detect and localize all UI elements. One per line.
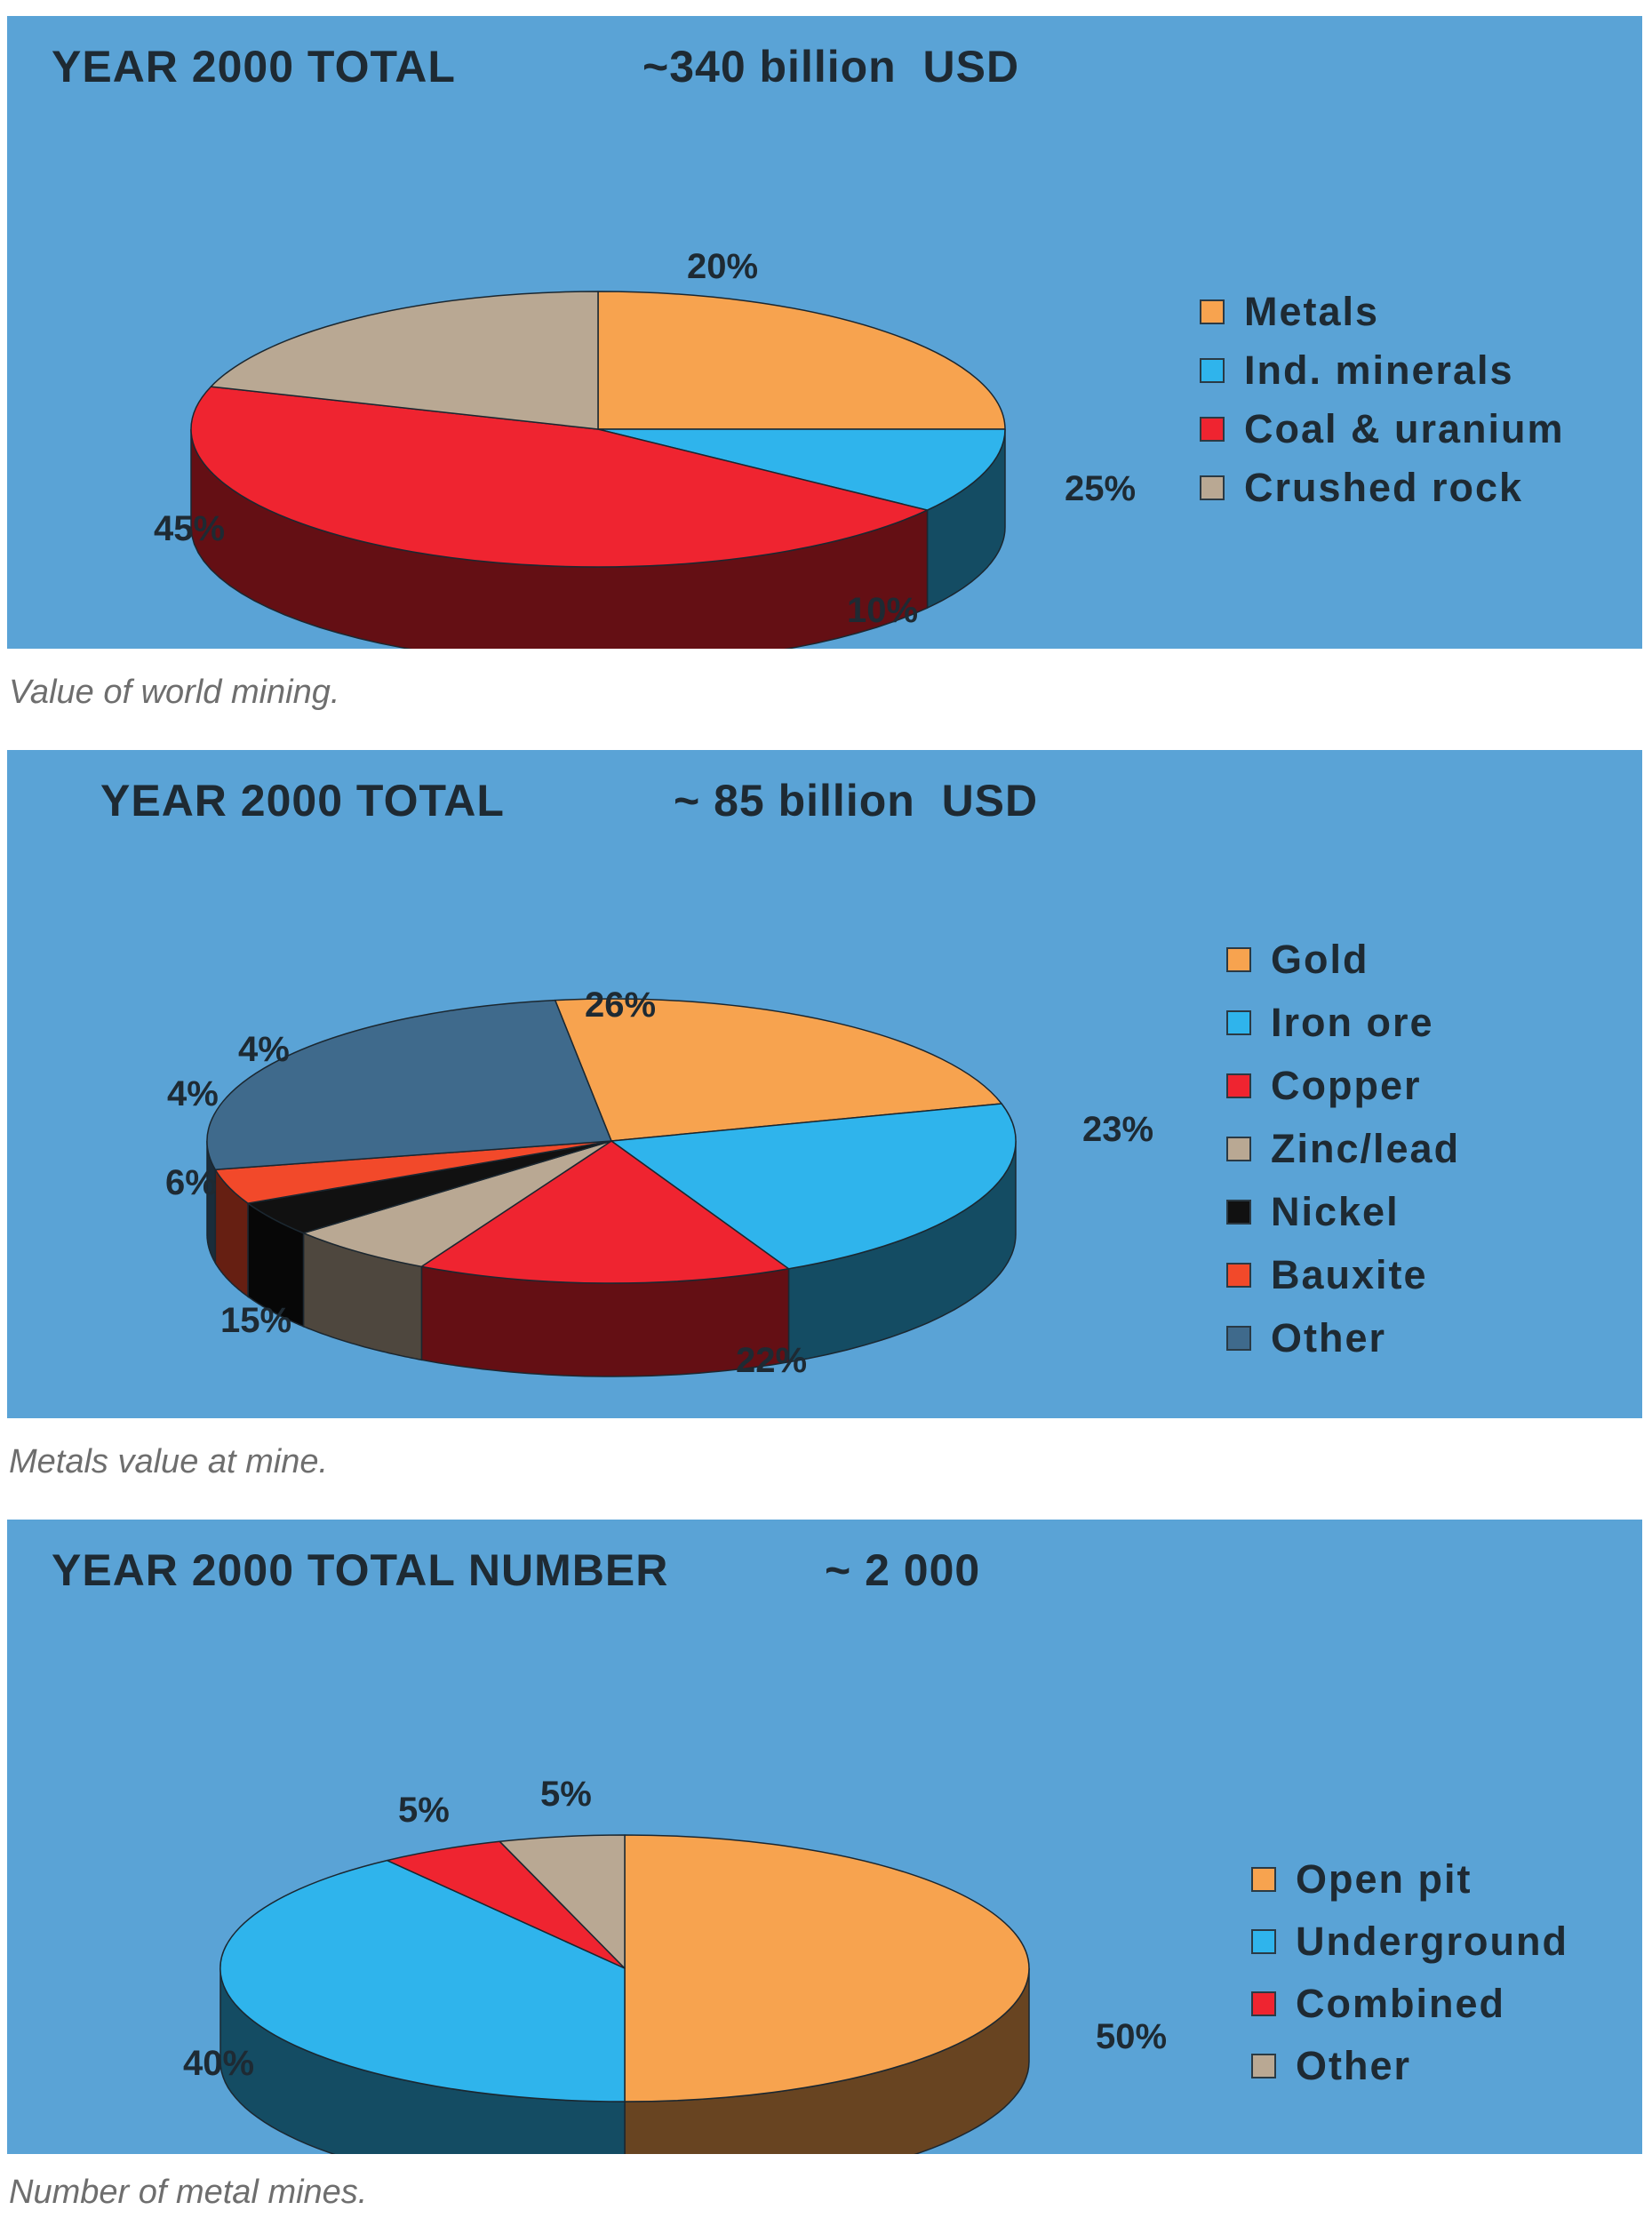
legend-label: Crushed rock bbox=[1244, 465, 1524, 510]
legend-item: Underground bbox=[1251, 1911, 1568, 1973]
chart-subtitle: ~340 billion USD bbox=[642, 42, 1020, 92]
legend-swatch bbox=[1251, 1929, 1276, 1954]
pie-slice-combined bbox=[386, 1840, 626, 1969]
slice-value-label: 10% bbox=[847, 591, 918, 630]
chart-subtitle: ~ 85 billion USD bbox=[674, 776, 1039, 826]
pie-slice-gold bbox=[554, 998, 1002, 1142]
legend-label: Underground bbox=[1296, 1919, 1568, 1964]
slice-value-label: 26% bbox=[585, 985, 656, 1025]
legend-item: Zinc/lead bbox=[1226, 1117, 1460, 1180]
pie-slice-ind-minerals bbox=[597, 428, 1006, 511]
slice-value-label: 25% bbox=[1065, 469, 1136, 508]
legend-label: Iron ore bbox=[1271, 999, 1434, 1045]
chart-legend: Metals Ind. minerals Coal & uranium Crus… bbox=[1200, 283, 1565, 517]
chart-panel-metal-mines: YEAR 2000 TOTAL NUMBER ~ 2 000 50% 40% 5% 5… bbox=[7, 1520, 1642, 2154]
pie-slice-coal-uranium bbox=[190, 386, 929, 568]
legend-swatch bbox=[1226, 1136, 1251, 1161]
pie-slice-zinc-lead bbox=[302, 1140, 612, 1268]
legend-item: Combined bbox=[1251, 1973, 1568, 2035]
slice-value-label: 45% bbox=[154, 509, 225, 548]
pie-slice-open-pit bbox=[624, 1834, 1030, 2102]
slice-value-label: 22% bbox=[736, 1341, 807, 1380]
slice-value-label: 5% bbox=[398, 1791, 450, 1830]
legend-label: Zinc/lead bbox=[1271, 1125, 1461, 1171]
slice-value-label: 20% bbox=[687, 247, 758, 286]
chart-title: YEAR 2000 TOTAL bbox=[52, 42, 456, 92]
chart-legend: Open pit Underground Combined Other bbox=[1251, 1848, 1568, 2097]
legend-swatch bbox=[1200, 417, 1225, 442]
legend-swatch bbox=[1226, 1325, 1251, 1351]
slice-value-label: 23% bbox=[1082, 1110, 1153, 1149]
legend-swatch bbox=[1226, 1009, 1251, 1035]
legend-label: Coal & uranium bbox=[1244, 406, 1565, 451]
slice-value-label: 6% bbox=[165, 1163, 217, 1202]
legend-swatch bbox=[1226, 946, 1251, 972]
legend-label: Combined bbox=[1296, 1981, 1505, 2026]
legend-label: Open pit bbox=[1296, 1856, 1472, 1902]
chart-panel-world-mining: YEAR 2000 TOTAL ~340 billion USD 25% 10% 4… bbox=[7, 16, 1642, 649]
pie-slice-other bbox=[206, 999, 612, 1170]
legend-item: Other bbox=[1251, 2035, 1568, 2097]
legend-item: Iron ore bbox=[1226, 991, 1460, 1054]
legend-swatch bbox=[1200, 299, 1225, 324]
legend-label: Metals bbox=[1244, 289, 1380, 334]
pie-chart: 50% 40% 5% 5% bbox=[183, 1775, 1167, 2154]
legend-label: Nickel bbox=[1271, 1188, 1400, 1234]
legend-item: Crushed rock bbox=[1200, 459, 1565, 517]
pie-slice-iron-ore bbox=[611, 1103, 1017, 1270]
legend-item: Metals bbox=[1200, 283, 1565, 341]
slice-value-label: 40% bbox=[183, 2044, 254, 2083]
legend-item: Gold bbox=[1226, 928, 1460, 991]
pie-side-walls bbox=[206, 1140, 1017, 1377]
slice-value-label: 15% bbox=[220, 1301, 291, 1340]
legend-item: Ind. minerals bbox=[1200, 341, 1565, 400]
slice-value-label: 50% bbox=[1096, 2017, 1167, 2056]
legend-label: Gold bbox=[1271, 936, 1369, 982]
pie-slice-metals bbox=[597, 291, 1006, 430]
chart-caption: Metals value at mine. bbox=[9, 1443, 329, 1480]
slice-value-label: 5% bbox=[540, 1775, 592, 1814]
chart-caption: Number of metal mines. bbox=[9, 2174, 368, 2211]
slice-value-label: 4% bbox=[238, 1030, 290, 1069]
legend-item: Bauxite bbox=[1226, 1243, 1460, 1306]
legend-swatch bbox=[1251, 1867, 1276, 1892]
legend-item: Copper bbox=[1226, 1054, 1460, 1117]
legend-swatch bbox=[1200, 358, 1225, 383]
legend-item: Open pit bbox=[1251, 1848, 1568, 1911]
legend-label: Other bbox=[1271, 1314, 1387, 1360]
legend-label: Copper bbox=[1271, 1062, 1422, 1108]
legend-swatch bbox=[1226, 1073, 1251, 1098]
chart-subtitle: ~ 2 000 bbox=[825, 1545, 981, 1595]
chart-panel-metals-value: YEAR 2000 TOTAL ~ 85 billion USD 23% 22% 1… bbox=[7, 750, 1642, 1418]
chart-legend: Gold Iron ore Copper Zinc/lead Nickel Ba… bbox=[1226, 928, 1460, 1369]
legend-swatch bbox=[1251, 2054, 1276, 2078]
legend-item: Coal & uranium bbox=[1200, 400, 1565, 459]
pie-chart: 23% 22% 15% 6% 4% 4% 26% bbox=[165, 985, 1153, 1380]
chart-caption: Value of world mining. bbox=[9, 674, 340, 711]
slice-value-label: 4% bbox=[167, 1074, 219, 1113]
legend-swatch bbox=[1226, 1199, 1251, 1225]
legend-label: Ind. minerals bbox=[1244, 347, 1514, 393]
pie-slice-crushed-rock bbox=[210, 291, 599, 430]
legend-label: Other bbox=[1296, 2043, 1412, 2088]
pie-slice-copper bbox=[420, 1140, 790, 1284]
legend-item: Other bbox=[1226, 1306, 1460, 1369]
legend-label: Bauxite bbox=[1271, 1251, 1428, 1297]
chart-title: YEAR 2000 TOTAL bbox=[100, 776, 505, 826]
pie-chart: 25% 10% 45% 20% bbox=[154, 247, 1136, 649]
pie-slice-underground bbox=[219, 1859, 626, 2102]
pie-slice-other bbox=[499, 1834, 626, 1969]
legend-swatch bbox=[1226, 1262, 1251, 1288]
legend-swatch bbox=[1251, 1991, 1276, 2016]
chart-title: YEAR 2000 TOTAL NUMBER bbox=[52, 1545, 669, 1595]
legend-swatch bbox=[1200, 475, 1225, 500]
legend-item: Nickel bbox=[1226, 1180, 1460, 1243]
